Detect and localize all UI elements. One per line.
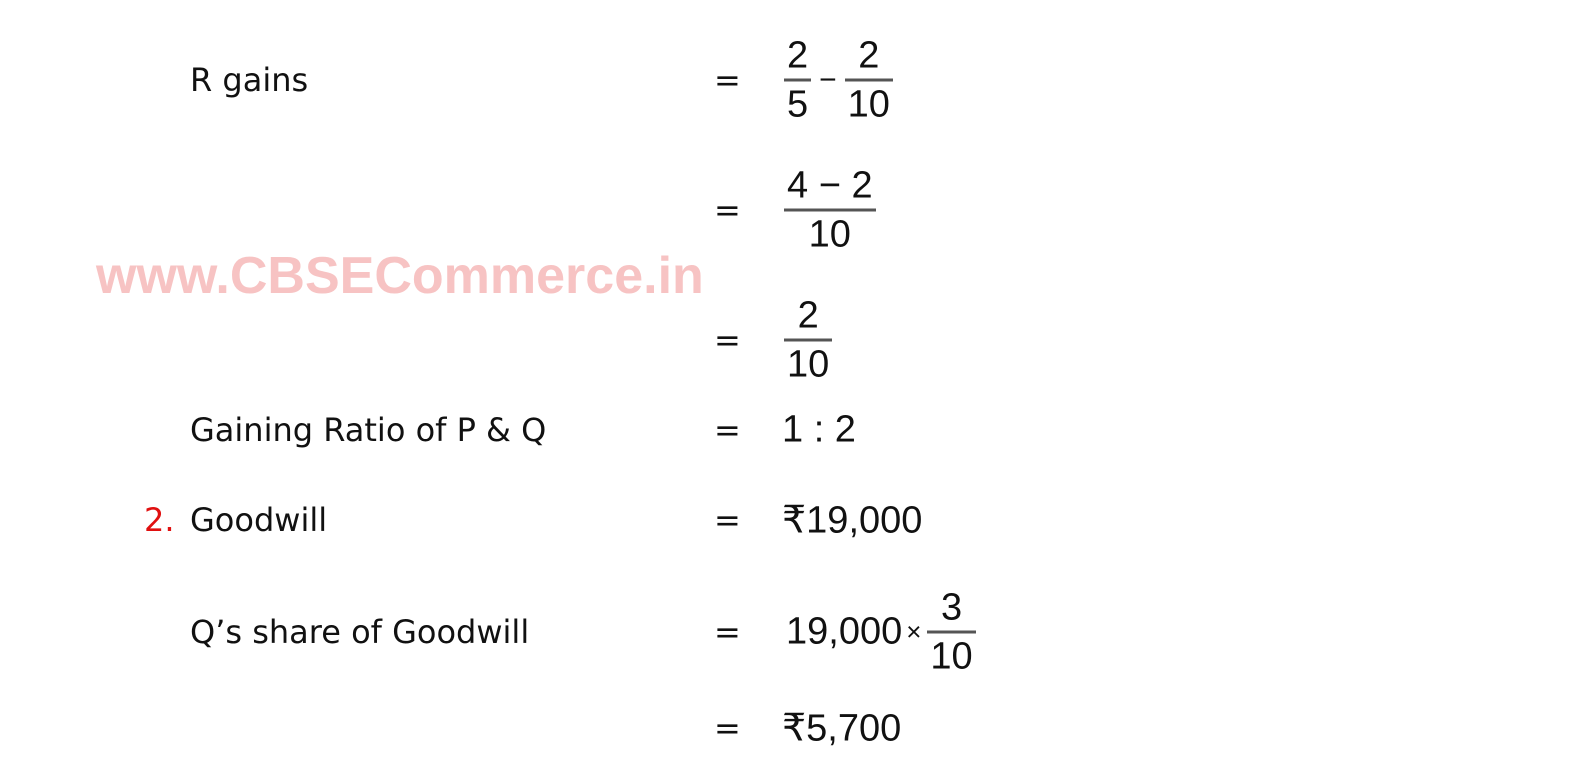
equals-sign: = bbox=[714, 191, 741, 229]
value-step3: 2 10 bbox=[782, 293, 834, 388]
equals-sign: = bbox=[714, 321, 741, 359]
item-number: 2. bbox=[144, 501, 175, 539]
value-q-share: 19,000 × 3 10 bbox=[786, 585, 978, 680]
numerator: 4 − 2 bbox=[787, 164, 873, 207]
label-goodwill: Goodwill bbox=[190, 501, 328, 539]
denominator: 5 bbox=[787, 83, 809, 126]
equals-sign: = bbox=[714, 613, 741, 651]
numerator: 2 bbox=[787, 34, 809, 77]
label-q-share: Q’s share of Goodwill bbox=[190, 613, 530, 651]
equals-sign: = bbox=[714, 411, 741, 449]
numerator: 2 bbox=[797, 294, 819, 337]
label-gaining-ratio: Gaining Ratio of P & Q bbox=[190, 411, 547, 449]
numerator: 3 bbox=[940, 586, 963, 629]
denominator: 10 bbox=[930, 635, 973, 678]
minus-operator: − bbox=[819, 63, 837, 96]
fraction: 2 10 bbox=[784, 293, 833, 388]
numerator: 2 bbox=[858, 34, 880, 77]
equals-sign: = bbox=[714, 61, 741, 99]
watermark: www.CBSECommerce.in bbox=[96, 247, 704, 305]
equals-sign: = bbox=[714, 709, 741, 747]
value-goodwill: ₹19,000 bbox=[782, 499, 923, 542]
label-r-gains: R gains bbox=[190, 61, 309, 99]
equals-sign: = bbox=[714, 501, 741, 539]
denominator: 10 bbox=[808, 213, 851, 256]
denominator: 10 bbox=[787, 343, 830, 386]
value-step2: 4 − 2 10 bbox=[782, 163, 878, 258]
fraction: 2 10 bbox=[844, 33, 893, 128]
fraction: 4 − 2 10 bbox=[784, 163, 876, 258]
fraction: 3 10 bbox=[927, 585, 976, 680]
value-result: ₹5,700 bbox=[782, 707, 902, 750]
value-gaining-ratio: 1 : 2 bbox=[782, 408, 856, 451]
denominator: 10 bbox=[847, 83, 890, 126]
amount: 19,000 bbox=[786, 610, 903, 653]
times-operator: × bbox=[906, 616, 922, 647]
